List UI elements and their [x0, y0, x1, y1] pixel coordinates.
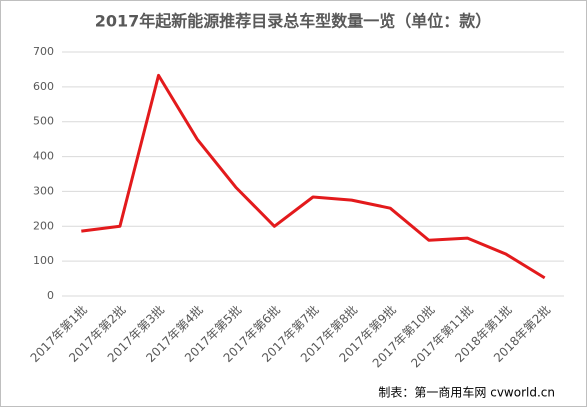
y-tick-label: 500 — [33, 115, 54, 128]
y-tick-label: 0 — [47, 289, 54, 302]
source-note: 制表：第一商用车网 cvworld.cn — [378, 385, 555, 400]
y-tick-label: 600 — [33, 80, 54, 93]
y-tick-label: 300 — [33, 184, 54, 197]
y-tick-label: 400 — [33, 150, 54, 163]
y-tick-label: 100 — [33, 254, 54, 267]
data-line — [81, 73, 546, 280]
chart-title: 2017年起新能源推荐目录总车型数量一览（单位：款） — [95, 12, 492, 31]
y-tick-label: 200 — [33, 219, 54, 232]
y-tick-label: 700 — [33, 45, 54, 58]
